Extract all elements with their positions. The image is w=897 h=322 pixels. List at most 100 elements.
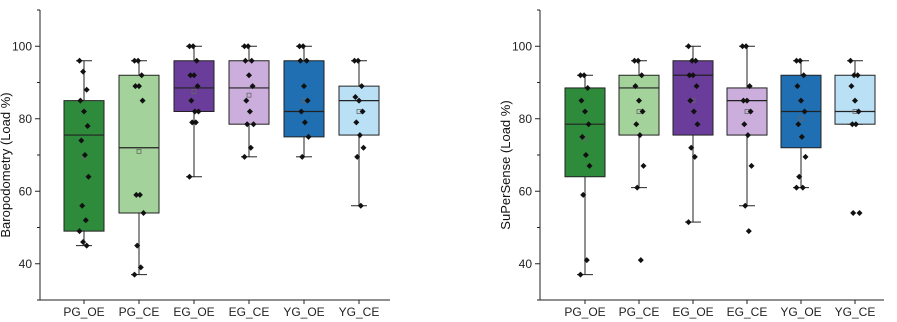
data-point [692,57,699,64]
data-point [745,228,752,235]
data-point [305,133,312,140]
data-point [740,97,747,104]
data-point [583,257,590,264]
data-point [190,43,197,50]
data-point [637,257,644,264]
data-point [638,72,645,79]
data-point [585,121,592,128]
data-point [849,121,856,128]
data-point [577,271,584,278]
data-point [632,83,639,90]
box-pg_ce [618,74,660,136]
data-point [584,84,591,91]
data-point [847,57,854,64]
data-point [188,97,195,104]
data-point [76,57,83,64]
data-point [139,97,146,104]
data-point [743,43,750,50]
x-tick-label: YG_OE [780,305,821,319]
data-point [138,72,145,79]
data-point [191,108,198,115]
data-point [136,191,143,198]
data-point [131,57,138,64]
data-point [578,97,585,104]
data-point [133,191,140,198]
data-point [685,219,692,226]
data-point [742,202,749,209]
data-point [250,121,257,128]
data-point [131,271,138,278]
data-point [693,83,700,90]
data-point [690,72,696,79]
data-point [192,119,199,126]
data-point [635,57,642,64]
box-eg_oe [672,60,714,136]
box-pg_oe [564,87,606,178]
supersense-chart: 40 60 80 100 SuPerSense (Load %) PG_OE PG_CE EG… [498,9,884,319]
y-tick-label: 60 [19,184,33,198]
data-point [353,119,360,126]
mean-marker [798,116,804,122]
data-point [793,184,800,191]
data-point [636,97,642,104]
data-point [797,57,804,64]
data-point [694,121,701,128]
data-point [690,108,697,115]
mean-marker [136,148,142,154]
data-point [747,108,754,115]
x-tick-label: EG_CE [727,305,768,319]
data-point [801,108,808,115]
data-point [687,97,694,104]
data-point [194,83,201,90]
data-point [850,210,857,216]
y-tick-label: 80 [519,112,533,126]
data-point [140,210,147,216]
data-point [640,162,647,169]
data-point [187,72,194,79]
box-yg_ce [338,85,380,136]
data-point [359,108,366,115]
data-point [135,57,142,64]
data-point [741,121,748,128]
data-point [247,144,254,151]
data-point [580,191,587,198]
data-point [84,123,91,129]
data-point [299,153,306,160]
data-point [848,83,855,90]
x-tick-label: YG_CE [339,305,380,319]
data-point [581,72,588,79]
data-point [854,72,861,79]
baropodometry-chart: 40 60 80 100 Baropodometry (Load %) PG_OE PG_C… [0,9,390,319]
x-tick-label: EG_OE [173,305,214,319]
y-tick-label: 60 [519,184,533,198]
data-point [794,83,801,90]
y-tick-label: 100 [12,39,32,53]
data-point [351,57,358,64]
data-point [241,43,248,50]
data-point [744,97,750,104]
data-point [639,108,646,115]
data-point [301,83,307,90]
data-point [189,119,196,126]
data-point [802,153,809,160]
data-point [851,72,858,79]
data-point [79,202,86,209]
data-point [85,173,92,180]
box-eg_ce [228,60,270,125]
data-point [636,132,643,139]
data-point [77,97,84,104]
data-point [300,43,307,50]
data-point [78,137,85,144]
data-point [242,57,249,64]
y-tick-label: 40 [19,257,33,271]
data-point [852,121,859,128]
data-point [356,97,362,104]
data-point [852,97,858,104]
data-point [297,57,304,64]
data-point [795,121,802,128]
data-point [688,144,695,151]
data-point [83,86,90,93]
data-point [186,43,193,50]
x-tick-label: EG_CE [229,305,270,319]
